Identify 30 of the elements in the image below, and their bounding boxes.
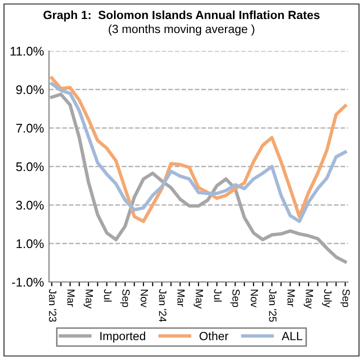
x-tick-label: July xyxy=(322,289,332,308)
x-tick-label: Mar xyxy=(287,290,295,307)
y-tick-label: 9.0% xyxy=(16,85,44,94)
y-tick-label: 5.0% xyxy=(16,162,44,172)
x-tick-label: Sep xyxy=(230,289,240,308)
y-tick-label: 7.0% xyxy=(16,124,44,133)
x-tick-label: May xyxy=(194,290,203,309)
x-tick-label: Jul xyxy=(104,289,112,302)
x-tick-label: Jan '24 xyxy=(159,289,166,322)
x-tick-label: Sep xyxy=(120,289,130,308)
chart-title: Graph 1: Solomon Islands Annual Inflation Rates xyxy=(43,10,320,22)
x-tick-label: Nov xyxy=(250,290,258,308)
x-tick-label: Jan '23 xyxy=(48,289,56,322)
x-tick-label: Sep xyxy=(340,289,350,308)
y-tick-label: 11.0% xyxy=(10,46,44,56)
legend-label: Other xyxy=(200,332,228,340)
x-tick-label: Jan '25 xyxy=(269,289,276,322)
x-tick-label: Nov xyxy=(140,290,148,308)
line-series xyxy=(50,92,347,264)
y-tick-label: -1.0% xyxy=(12,278,44,287)
x-tick-label: May xyxy=(84,290,93,309)
chart-subtitle: (3 months moving average ) xyxy=(108,24,254,36)
x-tick-label: Mar xyxy=(67,290,75,307)
x-tick-label: Jul xyxy=(214,289,222,302)
y-tick-label: 3.0% xyxy=(16,200,44,210)
x-tick-label: Mar xyxy=(177,290,185,307)
x-tick-label: May xyxy=(304,290,314,309)
legend-label: ALL xyxy=(282,332,302,340)
y-tick-label: 1.0% xyxy=(16,239,44,248)
legend-label: Imported xyxy=(100,332,146,343)
